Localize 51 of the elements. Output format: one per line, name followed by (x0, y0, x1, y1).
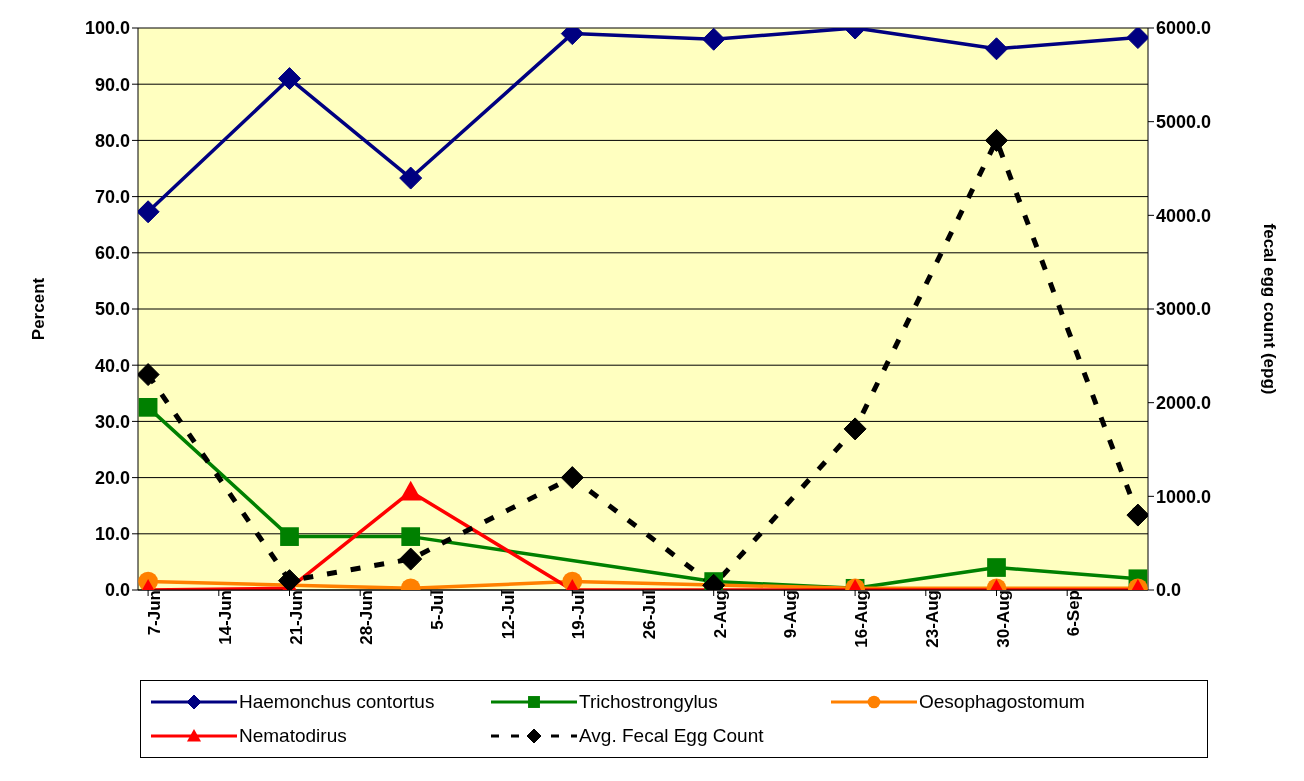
y2-tick-label: 1000.0 (1156, 486, 1212, 507)
legend-label: Oesophagostomum (919, 691, 1085, 713)
y-tick-label: 60.0 (94, 243, 130, 264)
point (278, 67, 301, 91)
point (702, 28, 726, 51)
y-tick-label: 20.0 (94, 467, 130, 488)
point (399, 166, 423, 190)
x-tick-label: 16-Aug (852, 590, 872, 648)
point (985, 128, 1008, 152)
point (1126, 28, 1148, 50)
x-tick-label: 6-Sep (1064, 590, 1084, 637)
y-tick-label: 40.0 (94, 355, 130, 376)
x-tick-label: 21-Jun (286, 590, 306, 645)
x-tick-label: 5-Jul (427, 590, 447, 630)
y2-tick-label: 5000.0 (1156, 112, 1212, 133)
y-tick-label: 10.0 (94, 524, 130, 545)
y2-axis-title: fecal egg count (epg) (1259, 223, 1279, 395)
y-tick-label: 0.0 (104, 580, 130, 601)
y-tick-label: 90.0 (94, 74, 130, 95)
x-tick-label: 30-Aug (993, 590, 1013, 648)
point (560, 466, 584, 490)
x-tick-label: 28-Jun (357, 590, 377, 645)
legend-label: Avg. Fecal Egg Count (579, 725, 764, 747)
legend-label: Trichostrongylus (579, 691, 718, 713)
x-tick-label: 2-Aug (710, 590, 730, 639)
y-tick-label: 70.0 (94, 186, 130, 207)
y2-tick-label: 3000.0 (1156, 299, 1212, 320)
x-tick-label: 7-Jun (145, 590, 165, 636)
y-tick-label: 30.0 (94, 411, 130, 432)
y2-tick-label: 6000.0 (1156, 18, 1212, 39)
y2-tick-label: 4000.0 (1156, 205, 1212, 226)
legend-label: Haemonchus contortus (239, 691, 435, 713)
y-tick-label: 100.0 (84, 18, 130, 39)
point (138, 363, 160, 387)
point (399, 547, 423, 571)
x-tick-label: 26-Jul (640, 590, 660, 640)
x-tick-label: 23-Aug (922, 590, 942, 648)
x-tick-label: 12-Jul (498, 590, 518, 640)
y-axis-title: Percent (29, 277, 49, 341)
x-tick-label: 9-Aug (781, 590, 801, 639)
legend-label: Nematodirus (239, 725, 347, 747)
y2-tick-label: 0.0 (1156, 580, 1182, 601)
point (843, 417, 867, 441)
point (138, 200, 160, 224)
point (985, 37, 1008, 61)
x-tick-label: 14-Jun (215, 590, 235, 645)
y-tick-label: 50.0 (94, 299, 130, 320)
y2-tick-label: 2000.0 (1156, 393, 1212, 414)
y-tick-label: 80.0 (94, 130, 130, 151)
point (1126, 503, 1148, 527)
x-tick-label: 19-Jul (569, 590, 589, 640)
